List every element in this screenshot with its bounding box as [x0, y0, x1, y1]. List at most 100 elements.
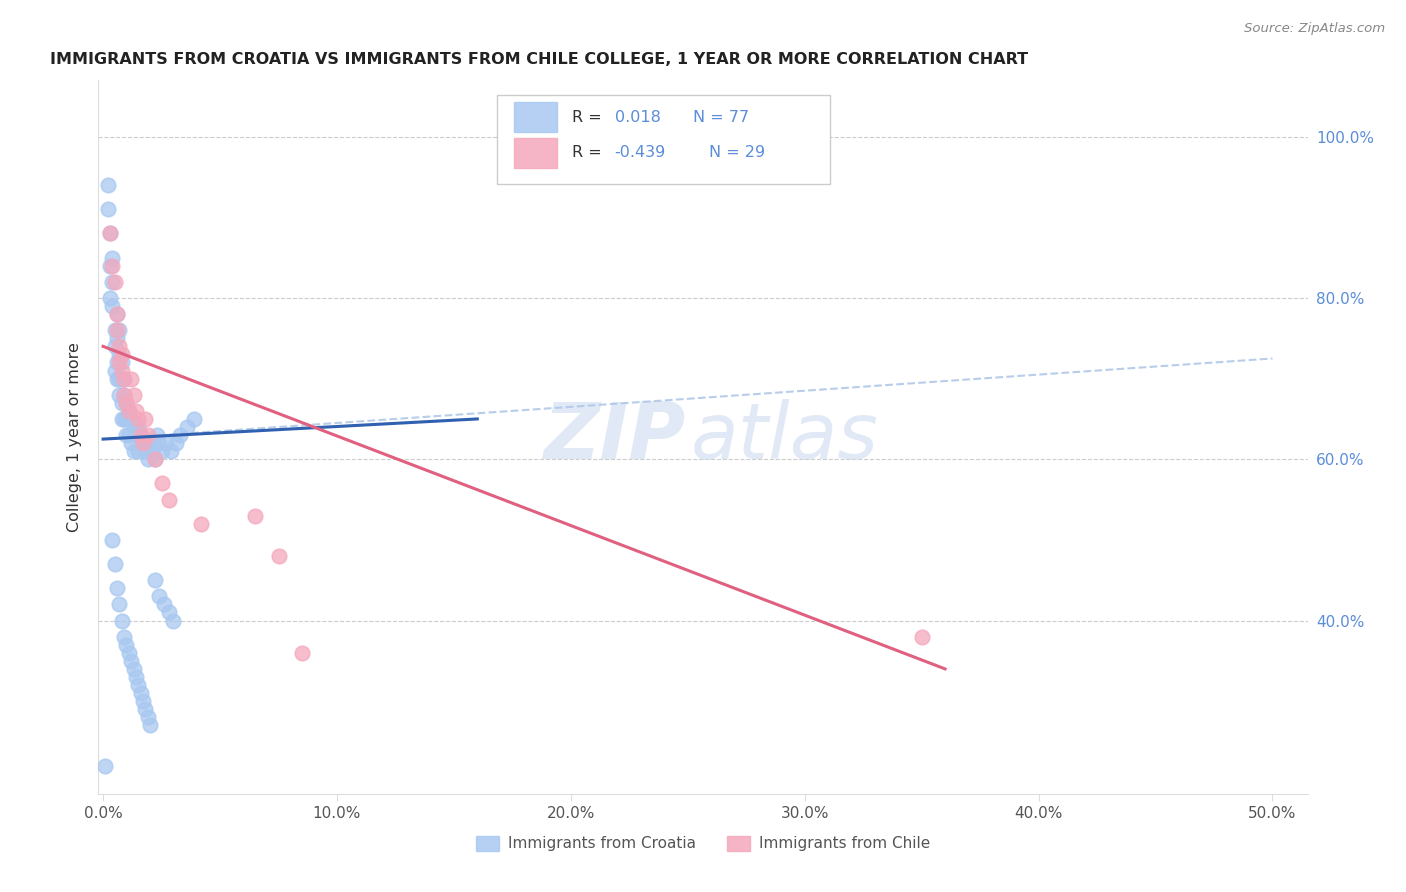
Point	[141, 444, 163, 458]
Point	[122, 444, 145, 458]
Point	[101, 251, 124, 265]
Legend: Immigrants from Croatia, Immigrants from Chile: Immigrants from Croatia, Immigrants from…	[470, 830, 936, 857]
Point	[122, 388, 145, 402]
Text: -0.439: -0.439	[614, 145, 666, 161]
Point	[115, 428, 138, 442]
Text: atlas: atlas	[690, 399, 879, 475]
Point	[101, 259, 124, 273]
Point	[115, 638, 138, 652]
Point	[120, 436, 142, 450]
Point	[143, 452, 166, 467]
Point	[112, 388, 135, 402]
Text: 0.018: 0.018	[614, 110, 661, 125]
Point	[118, 428, 141, 442]
Point	[108, 355, 131, 369]
FancyBboxPatch shape	[515, 102, 557, 132]
Text: ZIP: ZIP	[543, 399, 685, 475]
Point	[162, 614, 184, 628]
Point	[104, 363, 127, 377]
Point	[291, 646, 314, 660]
Point	[155, 436, 177, 450]
Y-axis label: College, 1 year or more: College, 1 year or more	[67, 343, 83, 532]
Point	[143, 573, 166, 587]
Point	[115, 396, 138, 410]
Point	[125, 670, 148, 684]
Point	[129, 428, 152, 442]
Point	[139, 718, 162, 732]
Text: R =: R =	[572, 145, 607, 161]
Point	[120, 654, 142, 668]
Point	[118, 646, 141, 660]
Point	[911, 630, 934, 644]
Point	[118, 404, 141, 418]
Point	[111, 363, 134, 377]
Point	[122, 420, 145, 434]
Point	[132, 694, 155, 708]
Point	[111, 355, 134, 369]
Point	[136, 710, 159, 724]
FancyBboxPatch shape	[498, 95, 830, 184]
Point	[125, 428, 148, 442]
Text: IMMIGRANTS FROM CROATIA VS IMMIGRANTS FROM CHILE COLLEGE, 1 YEAR OR MORE CORRELA: IMMIGRANTS FROM CROATIA VS IMMIGRANTS FR…	[51, 52, 1028, 67]
Point	[108, 323, 131, 337]
Point	[136, 428, 159, 442]
Point	[143, 452, 166, 467]
Point	[153, 598, 176, 612]
Point	[148, 590, 170, 604]
Point	[183, 412, 205, 426]
Point	[97, 202, 120, 217]
Point	[108, 347, 131, 361]
Point	[132, 436, 155, 450]
Point	[108, 339, 131, 353]
Point	[127, 678, 149, 692]
Text: N = 77: N = 77	[693, 110, 749, 125]
Point	[104, 275, 127, 289]
Point	[105, 371, 128, 385]
Point	[115, 412, 138, 426]
Point	[112, 388, 135, 402]
Point	[176, 420, 198, 434]
Point	[115, 396, 138, 410]
Point	[105, 323, 128, 337]
Point	[94, 758, 117, 772]
Point	[127, 412, 149, 426]
Point	[190, 516, 212, 531]
Point	[97, 178, 120, 193]
Text: N = 29: N = 29	[709, 145, 765, 161]
Point	[111, 396, 134, 410]
Point	[108, 388, 131, 402]
Point	[150, 444, 173, 458]
Point	[108, 598, 131, 612]
Point	[148, 436, 170, 450]
Point	[129, 686, 152, 700]
Point	[111, 412, 134, 426]
Point	[112, 630, 135, 644]
Point	[160, 444, 183, 458]
FancyBboxPatch shape	[515, 137, 557, 168]
Point	[108, 371, 131, 385]
Point	[105, 331, 128, 345]
Point	[98, 291, 121, 305]
Point	[98, 227, 121, 241]
Point	[125, 404, 148, 418]
Point	[98, 227, 121, 241]
Point	[127, 420, 149, 434]
Point	[134, 444, 156, 458]
Point	[105, 581, 128, 595]
Point	[104, 557, 127, 571]
Point	[136, 452, 159, 467]
Point	[104, 323, 127, 337]
Point	[150, 476, 173, 491]
Point	[267, 549, 290, 563]
Point	[101, 533, 124, 547]
Point	[165, 436, 187, 450]
Point	[169, 428, 191, 442]
Point	[105, 307, 128, 321]
Point	[139, 436, 162, 450]
Point	[101, 275, 124, 289]
Point	[157, 492, 180, 507]
Point	[111, 347, 134, 361]
Point	[134, 412, 156, 426]
Text: Source: ZipAtlas.com: Source: ZipAtlas.com	[1244, 22, 1385, 36]
Point	[98, 259, 121, 273]
